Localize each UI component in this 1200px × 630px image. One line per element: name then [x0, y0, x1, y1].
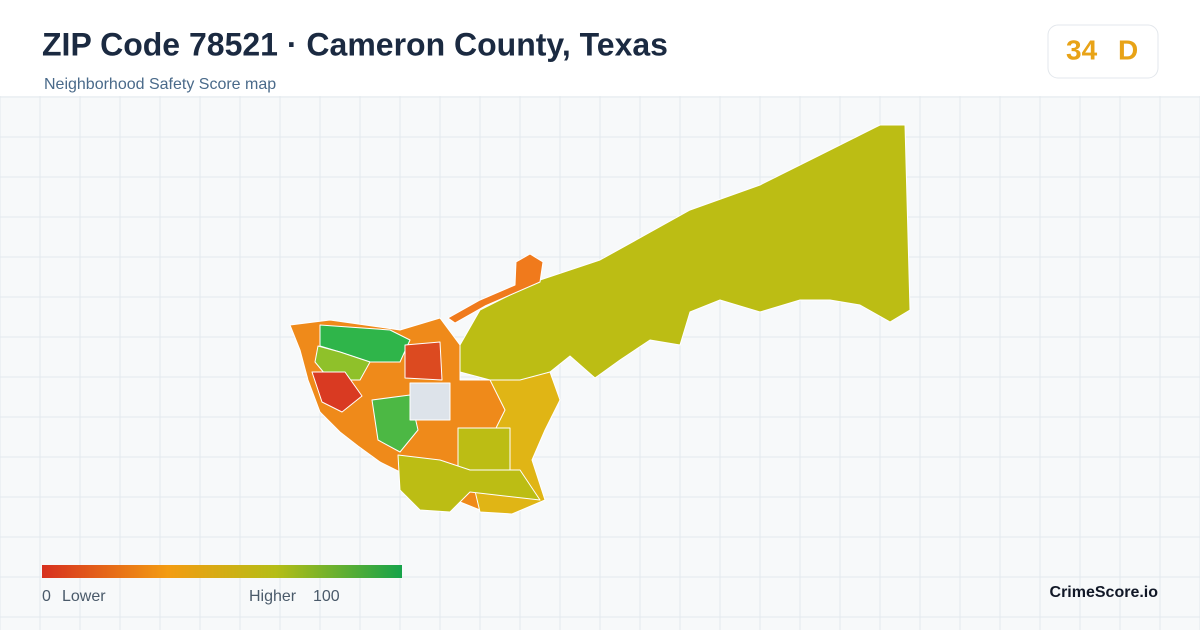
area-red-2: [404, 341, 443, 381]
score-badge: [1047, 24, 1159, 79]
area-strip: [447, 253, 544, 324]
area-red-1: [311, 371, 363, 413]
subtitle: Neighborhood Safety Score map: [44, 76, 276, 93]
score: 34: [1066, 34, 1098, 65]
legend-max: 100: [313, 588, 340, 605]
legend-max-label: Higher: [249, 588, 297, 605]
area-unscored: [409, 382, 451, 421]
area-green-south: [371, 394, 419, 453]
grade: D: [1118, 34, 1138, 65]
area-south: [397, 454, 541, 513]
legend-min: 0: [42, 588, 51, 605]
zip-map: [289, 124, 911, 515]
area-east: [459, 124, 911, 383]
area-center: [457, 427, 511, 471]
header-background: [0, 0, 1200, 96]
legend-min-label: Lower: [62, 588, 106, 605]
legend-gradient: [42, 565, 402, 578]
brand: CrimeScore.io: [1050, 584, 1159, 601]
title: ZIP Code 78521 · Cameron County, Texas: [42, 26, 668, 62]
